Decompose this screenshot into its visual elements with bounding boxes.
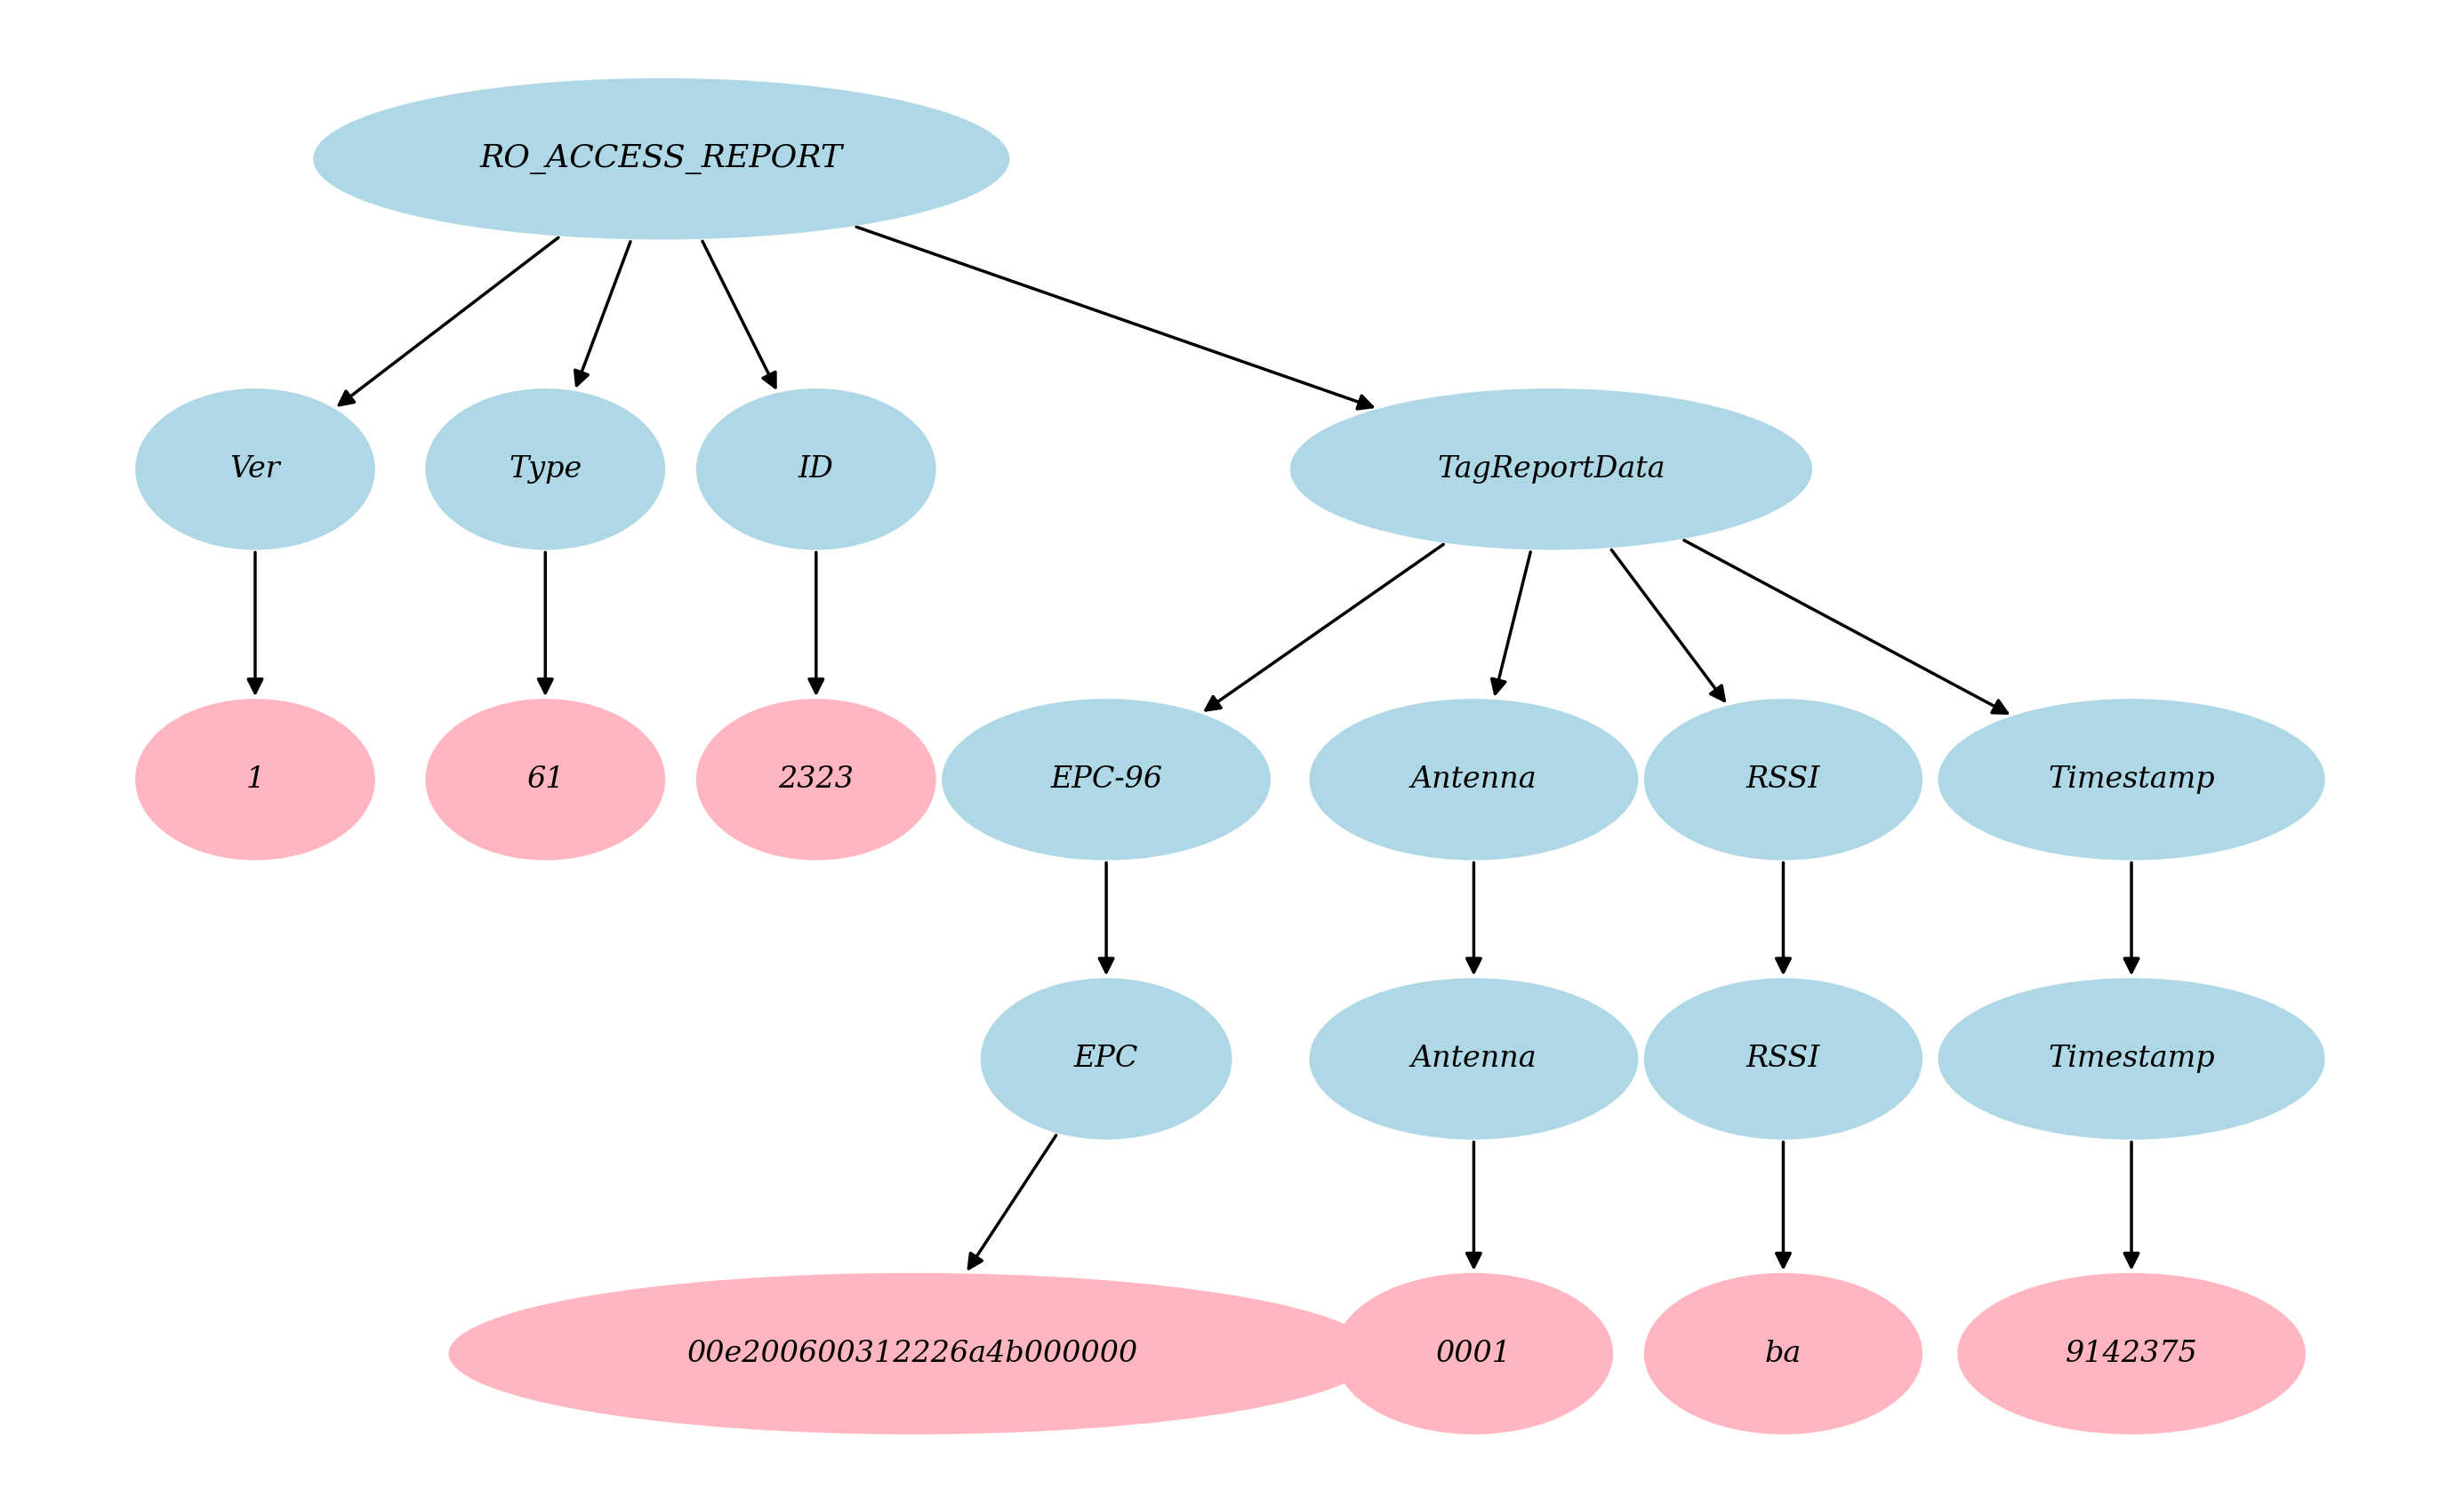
Text: Timestamp: Timestamp xyxy=(2048,1045,2215,1073)
Ellipse shape xyxy=(1643,699,1922,861)
Ellipse shape xyxy=(697,699,936,861)
Text: RSSI: RSSI xyxy=(1747,1045,1821,1073)
Ellipse shape xyxy=(136,389,375,549)
Text: Ver: Ver xyxy=(229,455,281,484)
Text: 0001: 0001 xyxy=(1437,1340,1510,1368)
Ellipse shape xyxy=(1939,978,2326,1139)
Ellipse shape xyxy=(426,389,665,549)
Ellipse shape xyxy=(426,699,665,861)
Text: EPC-96: EPC-96 xyxy=(1050,765,1163,793)
Text: 1: 1 xyxy=(246,765,264,793)
Ellipse shape xyxy=(697,389,936,549)
Ellipse shape xyxy=(136,699,375,861)
Ellipse shape xyxy=(1291,389,1814,549)
Ellipse shape xyxy=(1335,1272,1614,1434)
Text: Antenna: Antenna xyxy=(1412,1045,1538,1073)
Text: 9142375: 9142375 xyxy=(2065,1340,2198,1368)
Text: TagReportData: TagReportData xyxy=(1437,455,1666,484)
Ellipse shape xyxy=(1643,978,1922,1139)
Ellipse shape xyxy=(1643,1272,1922,1434)
Text: RSSI: RSSI xyxy=(1747,765,1821,793)
Ellipse shape xyxy=(1308,699,1639,861)
Ellipse shape xyxy=(981,978,1232,1139)
Ellipse shape xyxy=(1939,699,2326,861)
Text: 61: 61 xyxy=(527,765,564,793)
Text: Timestamp: Timestamp xyxy=(2048,765,2215,793)
Text: Type: Type xyxy=(508,455,582,484)
Text: ba: ba xyxy=(1764,1340,1801,1368)
Ellipse shape xyxy=(448,1272,1377,1434)
Text: 2323: 2323 xyxy=(779,765,855,793)
Text: EPC: EPC xyxy=(1074,1045,1138,1073)
Ellipse shape xyxy=(1308,978,1639,1139)
Ellipse shape xyxy=(313,78,1010,240)
Ellipse shape xyxy=(941,699,1271,861)
Text: Antenna: Antenna xyxy=(1412,765,1538,793)
Text: 00e200600312226a4b000000: 00e200600312226a4b000000 xyxy=(687,1340,1138,1368)
Ellipse shape xyxy=(1956,1272,2306,1434)
Text: RO_ACCESS_REPORT: RO_ACCESS_REPORT xyxy=(480,144,843,174)
Text: ID: ID xyxy=(798,455,833,484)
